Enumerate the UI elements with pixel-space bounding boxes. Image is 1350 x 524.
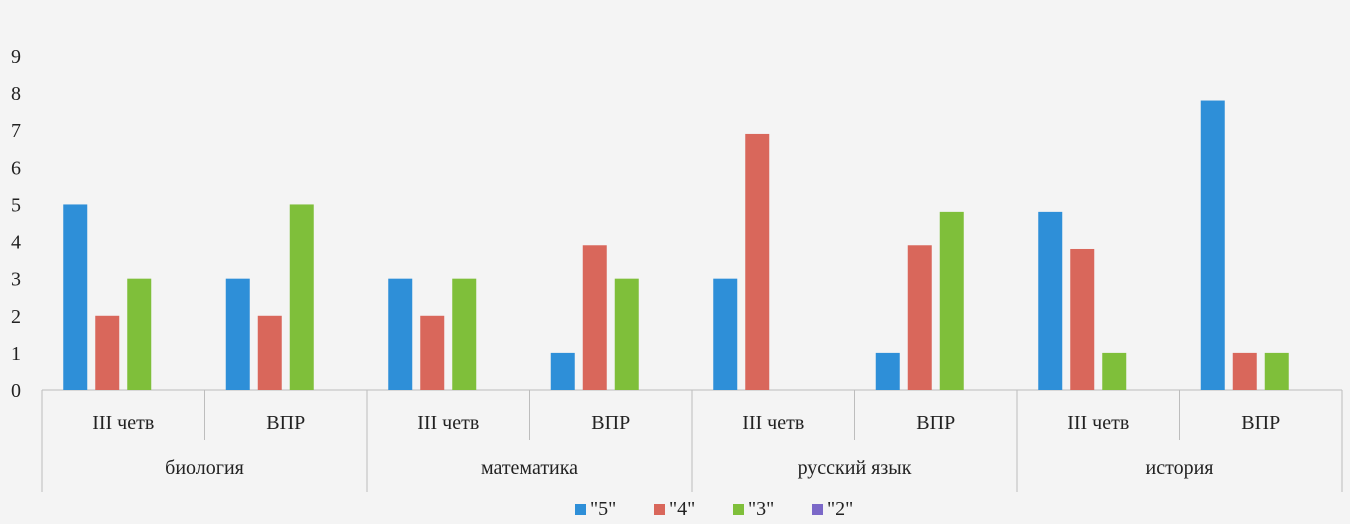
bar-s0-c3 <box>550 352 575 390</box>
bar-s2-c0 <box>127 278 152 390</box>
bar-s0-c7 <box>1200 100 1225 391</box>
bar-s1-c5 <box>907 245 932 390</box>
category-label-1: ВПР <box>266 412 305 434</box>
group-label-3: история <box>1146 457 1214 479</box>
category-label-0: III четв <box>92 412 154 434</box>
legend-swatch-0 <box>575 504 586 515</box>
bar-s2-c3 <box>614 278 639 390</box>
y-tick-label-9: 9 <box>11 46 21 68</box>
bar-s2-c2 <box>452 278 477 390</box>
group-label-1: математика <box>481 457 578 479</box>
bar-s0-c1 <box>225 278 250 390</box>
y-tick-label-5: 5 <box>11 194 21 216</box>
y-tick-label-7: 7 <box>11 120 21 142</box>
bar-s0-c5 <box>875 352 900 390</box>
bar-s1-c1 <box>257 315 282 390</box>
y-tick-label-0: 0 <box>11 380 21 402</box>
bar-s0-c0 <box>63 204 88 390</box>
bar-s0-c4 <box>713 278 738 390</box>
bar-s2-c6 <box>1102 352 1127 390</box>
category-label-3: ВПР <box>591 412 630 434</box>
legend-swatch-3 <box>812 504 823 515</box>
bar-s1-c2 <box>420 315 445 390</box>
bar-s0-c2 <box>388 278 413 390</box>
legend-label-1: "4" <box>669 498 695 520</box>
bar-s0-c6 <box>1038 211 1063 390</box>
y-tick-label-3: 3 <box>11 269 21 291</box>
legend-swatch-2 <box>733 504 744 515</box>
legend-label-0: "5" <box>590 498 616 520</box>
bar-s2-c7 <box>1264 352 1289 390</box>
bar-s1-c4 <box>745 133 770 390</box>
category-label-5: ВПР <box>916 412 955 434</box>
group-label-2: русский язык <box>798 457 912 479</box>
bar-s1-c0 <box>95 315 120 390</box>
y-tick-label-2: 2 <box>11 306 21 328</box>
legend-label-3: "2" <box>827 498 853 520</box>
y-tick-label-8: 8 <box>11 83 21 105</box>
category-label-6: III четв <box>1067 412 1129 434</box>
y-tick-label-6: 6 <box>11 157 21 179</box>
bar-s1-c3 <box>582 245 607 390</box>
bar-s2-c5 <box>939 211 964 390</box>
bar-s2-c1 <box>289 204 314 390</box>
category-label-4: III четв <box>742 412 804 434</box>
category-label-2: III четв <box>417 412 479 434</box>
bar-s1-c6 <box>1070 248 1095 390</box>
legend-swatch-1 <box>654 504 665 515</box>
group-label-0: биология <box>165 457 244 479</box>
y-tick-label-1: 1 <box>11 343 21 365</box>
legend-label-2: "3" <box>748 498 774 520</box>
category-label-7: ВПР <box>1241 412 1280 434</box>
y-tick-label-4: 4 <box>11 232 21 254</box>
bar-s1-c7 <box>1232 352 1257 390</box>
